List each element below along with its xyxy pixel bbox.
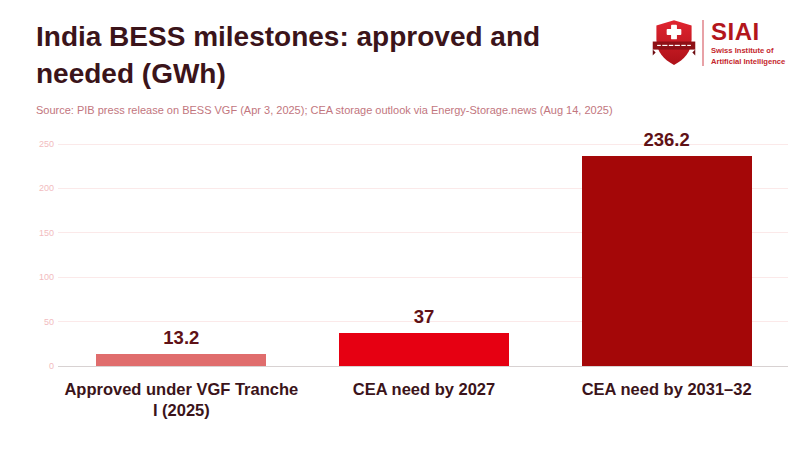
y-tick-label: 50 — [20, 316, 54, 328]
x-axis-label: CEA need by 2027 — [305, 379, 543, 400]
chart-card: India BESS milestones: approved and need… — [0, 0, 800, 450]
y-tick-label: 250 — [20, 138, 54, 150]
y-tick-label: 0 — [20, 360, 54, 372]
x-axis-label: CEA need by 2031–32 — [548, 379, 786, 400]
bar — [582, 156, 752, 366]
x-axis-label: Approved under VGF Tranche I (2025) — [62, 379, 300, 421]
bar-chart: 0 50 100 150 200 250 13.2 Approved under VGF Tr… — [0, 0, 800, 450]
bar-value-label: 37 — [339, 305, 509, 329]
y-tick-label: 150 — [20, 227, 54, 239]
bar — [339, 333, 509, 366]
bar-value-label: 236.2 — [582, 128, 752, 152]
bar — [96, 354, 266, 366]
y-tick-label: 100 — [20, 271, 54, 283]
y-tick-label: 200 — [20, 182, 54, 194]
bar-value-label: 13.2 — [96, 326, 266, 350]
